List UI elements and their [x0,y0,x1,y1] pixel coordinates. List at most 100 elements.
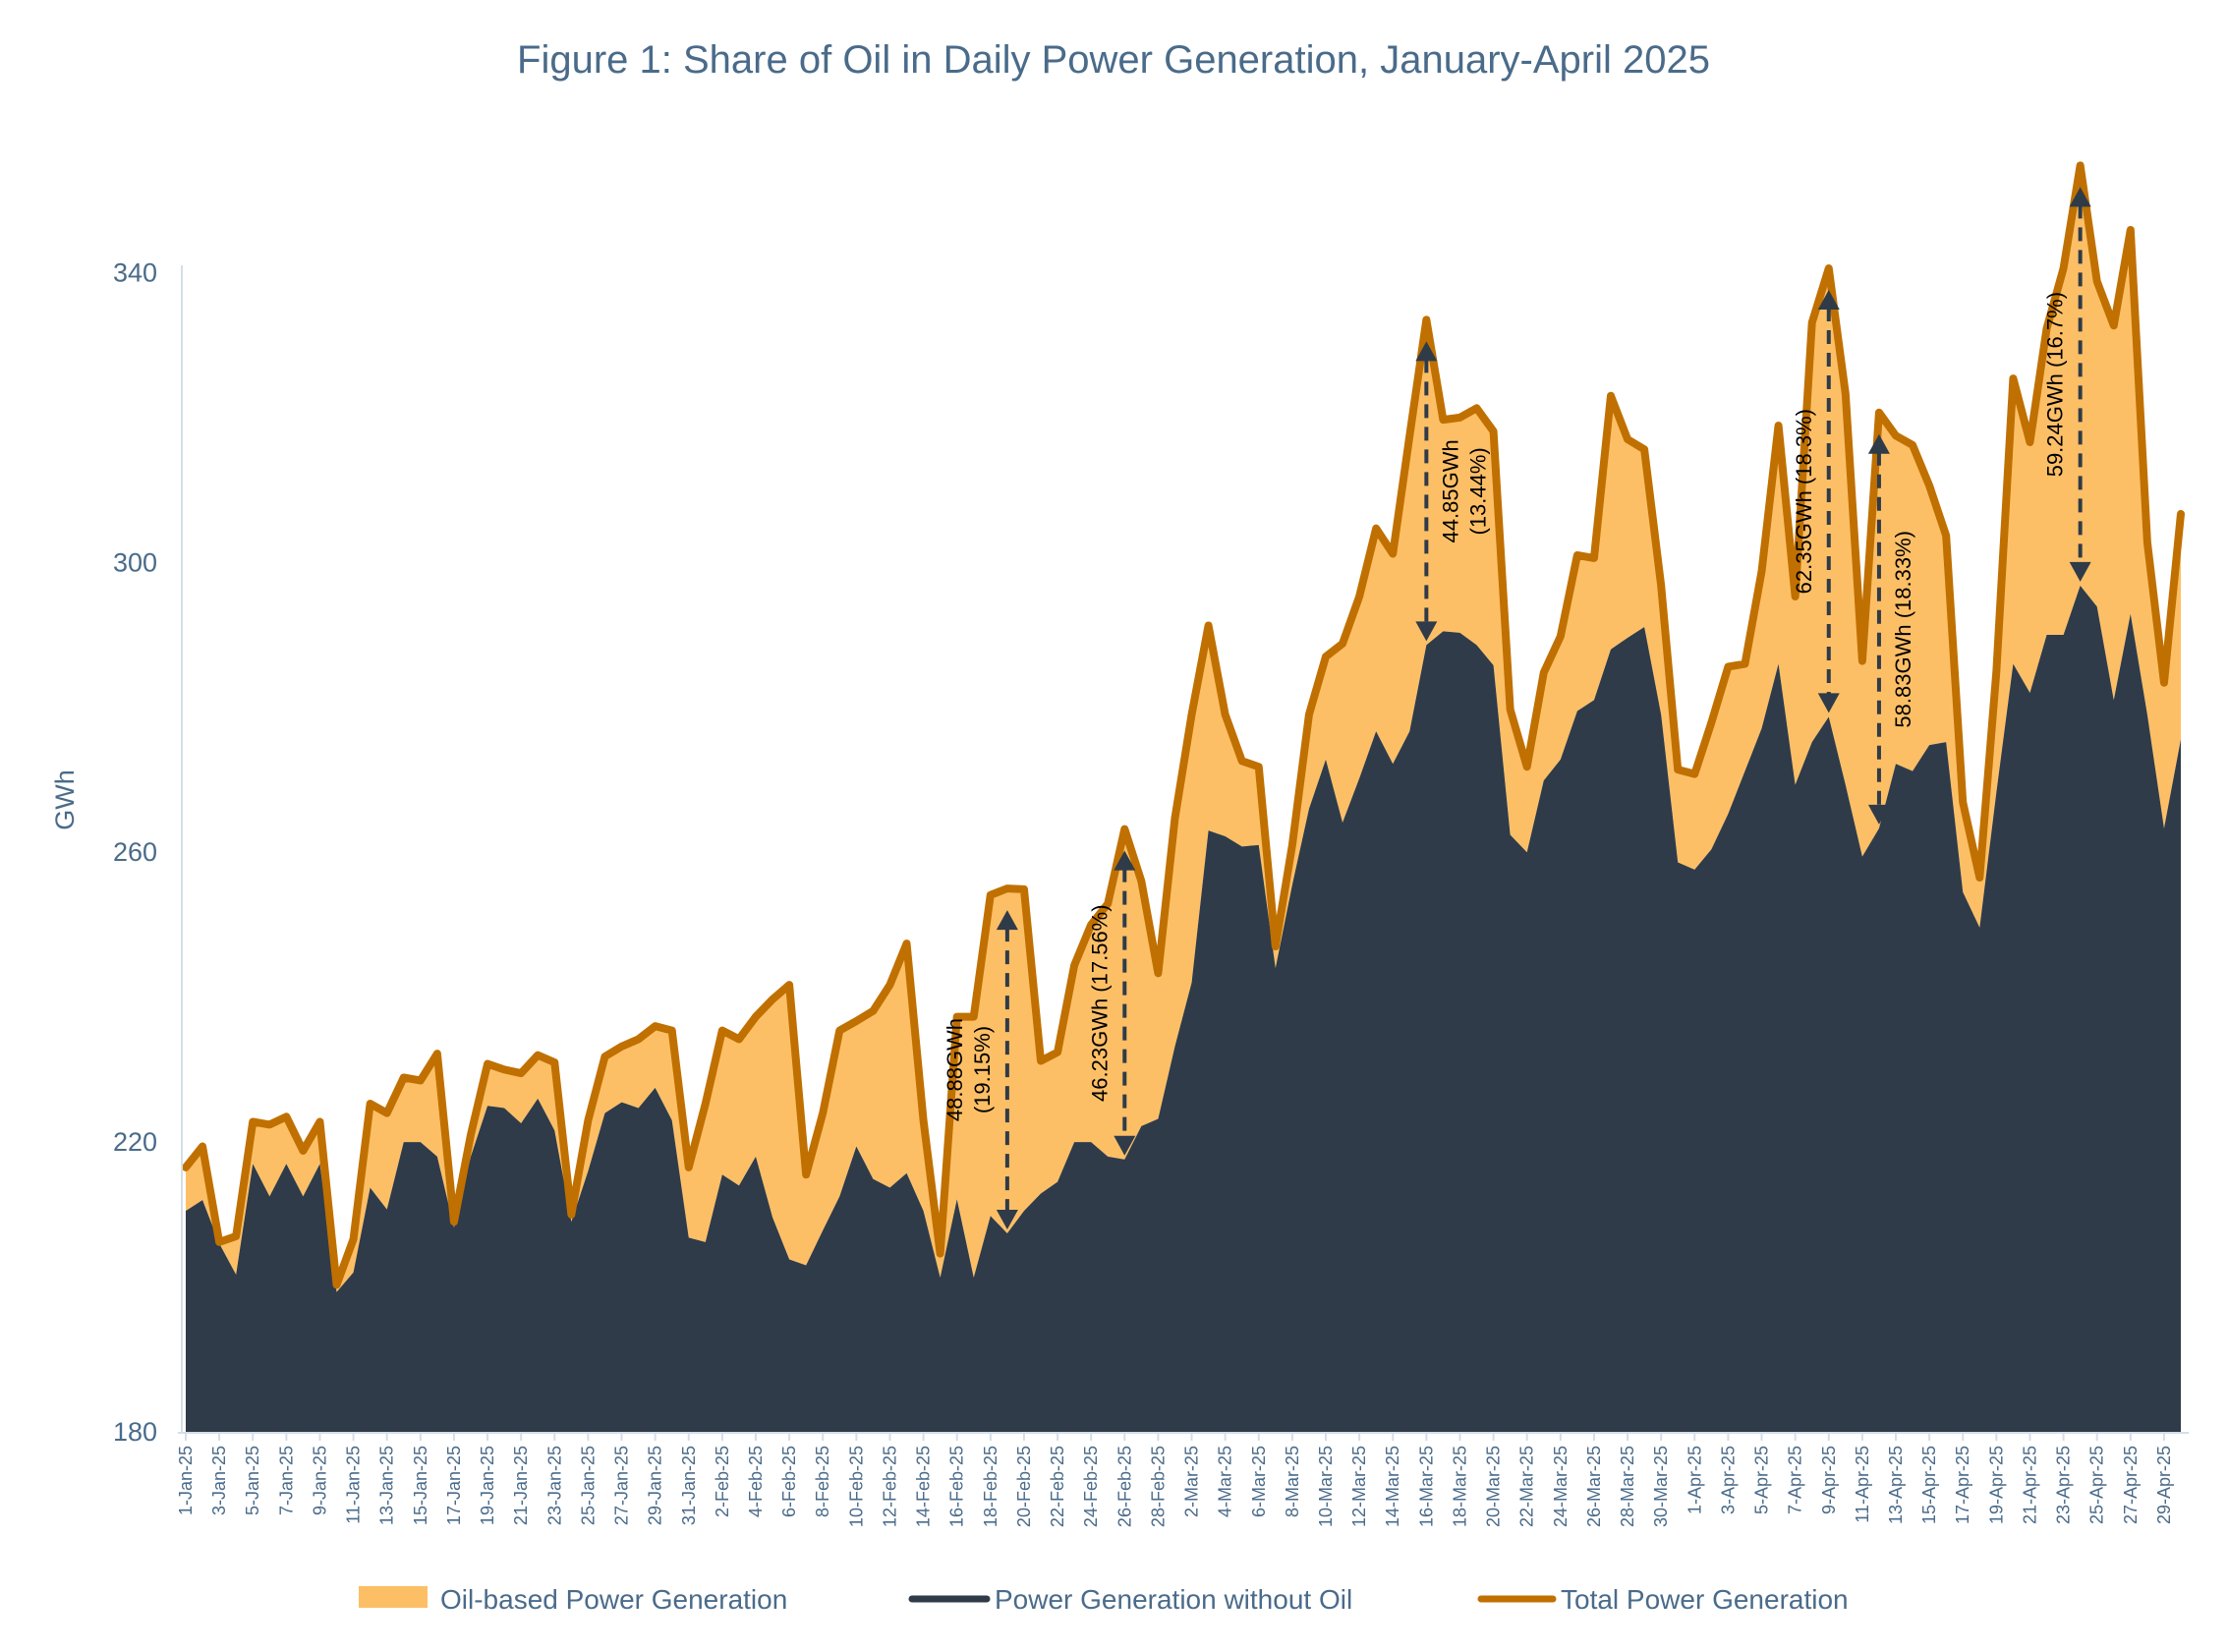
x-tick-label: 6-Mar-25 [1249,1446,1269,1517]
x-tick-label: 9-Apr-25 [1819,1446,1839,1514]
arrow-down-icon [2069,561,2091,582]
x-tick-label: 16-Feb-25 [947,1446,967,1527]
x-axis: 1-Jan-25 3-Jan-25 5-Jan-25 7-Jan-25 9-Jan-25… [176,265,2189,1527]
y-axis: 180 220 260 300 340 [113,257,157,1447]
x-tick-label: 7-Apr-25 [1786,1446,1805,1514]
x-tick-label: 15-Apr-25 [1919,1446,1939,1524]
arrow-down-icon [1114,1135,1136,1156]
x-tick-label: 4-Feb-25 [746,1446,766,1517]
x-tick-label: 9-Jan-25 [310,1446,329,1515]
x-tick-label: 23-Apr-25 [2054,1446,2074,1524]
x-tick-label: 10-Mar-25 [1316,1446,1336,1527]
annotations: 48.88GWh (19.15%) 46.23GWh (17.56%) 44.85GW… [943,187,2091,1230]
chart-title: Figure 1: Share of Oil in Daily Power Ge… [517,38,1710,82]
legend: Oil-based Power Generation Power Generat… [359,1584,1849,1615]
arrow-up-icon [1867,433,1890,454]
x-tick-label: 28-Mar-25 [1618,1446,1637,1527]
annotation-label: (19.15%) [970,1026,995,1113]
x-tick-label: 25-Jan-25 [578,1446,598,1525]
arrow-up-icon [1415,341,1438,362]
y-tick-label: 260 [113,837,157,867]
x-tick-label: 11-Apr-25 [1853,1446,1872,1523]
y-tick-label: 300 [113,547,157,577]
x-tick-label: 22-Mar-25 [1517,1446,1537,1527]
x-tick-label: 1-Apr-25 [1685,1446,1704,1514]
x-tick-label: 14-Feb-25 [914,1446,934,1527]
x-tick-label: 26-Mar-25 [1584,1446,1604,1527]
arrow-up-icon [996,910,1018,931]
annotation: 48.88GWh (19.15%) [943,910,1018,1230]
x-tick-label: 2-Feb-25 [713,1446,732,1517]
x-tick-label: 21-Apr-25 [2020,1446,2039,1524]
arrow-up-icon [1817,290,1840,311]
annotation-label: 59.24GWh (16.7%) [2043,292,2068,477]
x-tick-label: 18-Feb-25 [981,1446,1000,1527]
x-tick-label: 13-Jan-25 [377,1446,397,1525]
without-oil-area [186,585,2181,1432]
annotation-label: 46.23GWh (17.56%) [1087,904,1112,1102]
arrow-down-icon [1415,621,1438,642]
x-tick-label: 15-Jan-25 [411,1446,430,1525]
x-tick-label: 17-Jan-25 [444,1446,464,1525]
x-tick-label: 28-Feb-25 [1148,1446,1168,1527]
x-tick-label: 3-Jan-25 [209,1446,229,1515]
arrow-down-icon [1867,804,1890,825]
annotation-label: 62.35GWh (18.3%) [1792,409,1816,594]
x-tick-label: 25-Apr-25 [2087,1446,2107,1524]
x-tick-label: 17-Apr-25 [1953,1446,1972,1524]
x-tick-label: 14-Mar-25 [1383,1446,1402,1527]
plot-area [182,161,2185,1432]
x-tick-label: 4-Mar-25 [1216,1446,1235,1517]
x-tick-label: 19-Jan-25 [478,1446,497,1525]
x-tick-label: 27-Jan-25 [612,1446,632,1525]
legend-label-without-oil: Power Generation without Oil [995,1584,1352,1615]
arrow-up-icon [1114,850,1136,871]
x-tick-label: 23-Jan-25 [544,1446,564,1525]
arrow-down-icon [996,1210,1018,1230]
annotation: 59.24GWh (16.7%) [2043,187,2091,582]
x-tick-label: 19-Apr-25 [1986,1446,2006,1524]
x-tick-label: 20-Mar-25 [1484,1446,1504,1527]
x-tick-label: 22-Feb-25 [1048,1446,1067,1527]
x-tick-label: 30-Mar-25 [1651,1446,1671,1527]
x-tick-label: 21-Jan-25 [511,1446,531,1525]
y-axis-label: GWh [50,769,80,830]
x-tick-label: 16-Mar-25 [1416,1446,1436,1527]
x-tick-label: 3-Apr-25 [1718,1446,1738,1514]
x-tick-label: 7-Jan-25 [276,1446,296,1515]
arrow-up-icon [2069,187,2091,207]
x-tick-label: 26-Feb-25 [1114,1446,1134,1527]
annotation-label: 58.83GWh (18.33%) [1891,531,1915,728]
x-tick-label: 8-Mar-25 [1283,1446,1302,1517]
x-tick-label: 10-Feb-25 [846,1446,866,1527]
x-tick-label: 24-Mar-25 [1551,1446,1571,1527]
x-tick-label: 27-Apr-25 [2121,1446,2141,1524]
x-tick-label: 2-Mar-25 [1182,1446,1202,1517]
annotation: 58.83GWh (18.33%) [1867,433,1915,825]
x-tick-label: 5-Jan-25 [243,1446,262,1515]
annotation-label: (13.44%) [1465,447,1490,535]
x-tick-label: 18-Mar-25 [1450,1446,1469,1527]
x-tick-label: 5-Apr-25 [1752,1446,1772,1514]
x-tick-label: 29-Apr-25 [2154,1446,2174,1524]
total-line [182,161,2185,1289]
x-tick-label: 11-Jan-25 [344,1446,364,1524]
annotation-label: 48.88GWh [943,1018,967,1121]
x-tick-label: 20-Feb-25 [1014,1446,1034,1527]
y-tick-label: 180 [113,1417,157,1447]
legend-label-total: Total Power Generation [1561,1584,1849,1615]
x-tick-label: 29-Jan-25 [646,1446,665,1525]
y-tick-label: 220 [113,1127,157,1157]
annotation: 44.85GWh (13.44%) [1415,341,1490,642]
x-tick-label: 8-Feb-25 [813,1446,832,1517]
x-tick-label: 12-Feb-25 [880,1446,899,1527]
y-tick-label: 340 [113,257,157,287]
legend-label-oil: Oil-based Power Generation [440,1584,787,1615]
x-tick-label: 31-Jan-25 [679,1446,699,1525]
annotation: 62.35GWh (18.3%) [1792,290,1840,713]
x-tick-label: 13-Apr-25 [1886,1446,1906,1524]
annotation: 46.23GWh (17.56%) [1087,850,1136,1156]
x-tick-label: 12-Mar-25 [1349,1446,1369,1527]
x-tick-label: 1-Jan-25 [176,1446,196,1515]
